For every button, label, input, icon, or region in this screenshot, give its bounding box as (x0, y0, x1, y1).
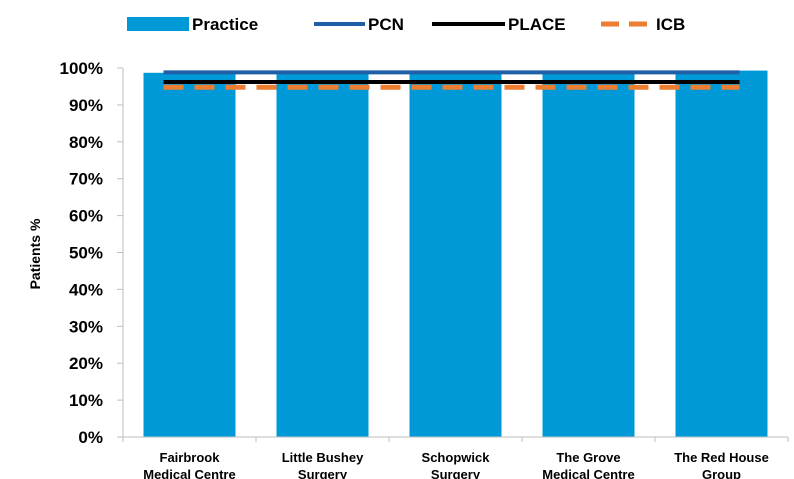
reference-lines (163, 70, 740, 90)
y-tick-label: 90% (69, 96, 103, 115)
y-axis-label: Patients % (27, 218, 43, 289)
x-tick-label: Schopwick (422, 450, 491, 465)
legend-item-practice: Practice (127, 15, 258, 34)
y-tick-label: 80% (69, 133, 103, 152)
legend-item-icb: ICB (601, 15, 685, 34)
y-tick-label: 20% (69, 354, 103, 373)
y-tick-label: 50% (69, 244, 103, 263)
legend: Practice PCN PLACE ICB (127, 15, 685, 34)
x-tick-label: Little Bushey (282, 450, 364, 465)
legend-swatch (127, 17, 189, 31)
y-tick-label: 40% (69, 280, 103, 299)
y-tick-label: 30% (69, 317, 103, 336)
y-tick-label: 100% (60, 59, 103, 78)
y-tick-label: 10% (69, 391, 103, 410)
x-tick-label: Surgery (431, 467, 481, 479)
y-axis: 0% 10% 20% 30% 40% 50% 60% 70% 80% 90% 100% (60, 59, 124, 447)
x-tick-label: Medical Centre (542, 467, 634, 479)
x-tick-label: Fairbrook (160, 450, 221, 465)
bar-practice (143, 72, 236, 437)
legend-label: PLACE (508, 15, 566, 34)
y-tick-label: 60% (69, 207, 103, 226)
legend-item-pcn: PCN (314, 15, 404, 34)
x-axis: Fairbrook Medical Centre Little Bushey Surg… (122, 436, 789, 479)
bar-practice (276, 72, 369, 437)
bars (143, 70, 768, 437)
bar-practice (675, 70, 768, 437)
legend-label: ICB (656, 15, 685, 34)
x-tick-label: The Red House (674, 450, 769, 465)
y-tick-label: 0% (78, 428, 103, 447)
x-tick-label: Group (702, 467, 741, 479)
y-tick-label: 70% (69, 170, 103, 189)
x-tick-label: Surgery (298, 467, 348, 479)
bar-practice (409, 72, 502, 437)
x-tick-label: The Grove (556, 450, 620, 465)
legend-item-place: PLACE (432, 15, 566, 34)
legend-label: Practice (192, 15, 258, 34)
x-tick-label: Medical Centre (143, 467, 235, 479)
legend-label: PCN (368, 15, 404, 34)
bar-practice (542, 72, 635, 437)
